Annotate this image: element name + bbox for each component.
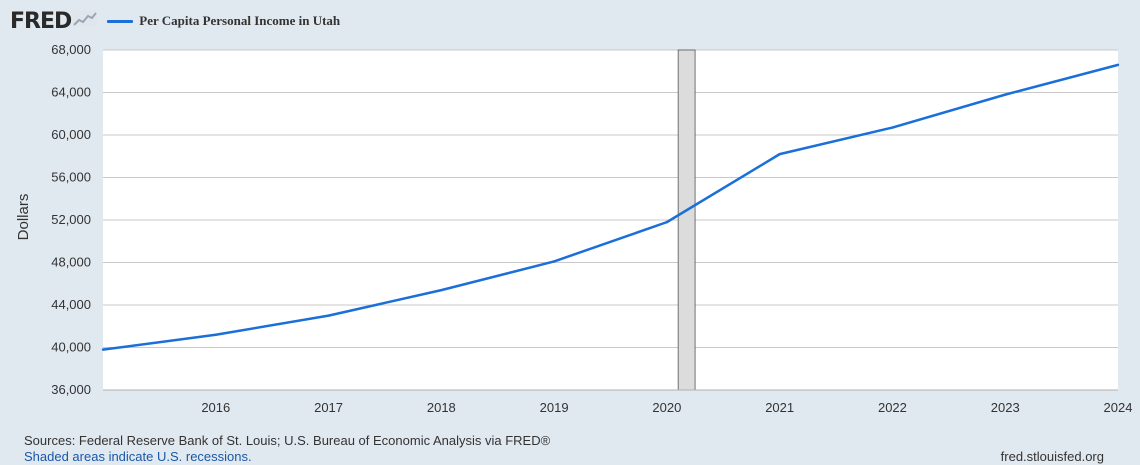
fred-logo[interactable]: FRED xyxy=(10,8,72,34)
x-tick-label: 2024 xyxy=(1104,400,1133,415)
sources-text: Sources: Federal Reserve Bank of St. Lou… xyxy=(24,433,551,448)
legend: Per Capita Personal Income in Utah xyxy=(107,13,340,29)
data-point xyxy=(778,152,781,156)
y-tick-label: 48,000 xyxy=(51,255,91,270)
y-axis-label: Dollars xyxy=(15,194,32,241)
y-tick-label: 52,000 xyxy=(51,212,91,227)
legend-swatch xyxy=(107,19,134,23)
data-point xyxy=(1004,93,1007,96)
x-tick-label: 2019 xyxy=(540,400,569,415)
recession-shading xyxy=(677,49,696,391)
x-tick-label: 2020 xyxy=(652,400,681,415)
x-tick-label: 2022 xyxy=(878,400,907,415)
x-tick-label: 2016 xyxy=(201,400,230,415)
y-tick-label: 56,000 xyxy=(51,170,91,185)
x-tick-label: 2018 xyxy=(427,400,456,415)
data-point xyxy=(101,348,105,351)
y-tick-label: 60,000 xyxy=(51,127,91,142)
data-point xyxy=(665,220,669,224)
y-tick-label: 40,000 xyxy=(51,340,91,355)
y-tick-label: 64,000 xyxy=(51,85,91,100)
x-tick-label: 2023 xyxy=(991,400,1020,415)
line-chart-icon xyxy=(73,10,98,32)
data-point xyxy=(214,333,217,336)
data-point xyxy=(440,288,443,292)
x-tick-label: 2021 xyxy=(765,400,794,415)
series-line xyxy=(102,63,1119,351)
data-point xyxy=(327,314,330,317)
line-chart: 36,000 40,000 44,000 48,000 52,000 56,000 60,0… xyxy=(15,42,1133,415)
data-point xyxy=(1116,63,1120,67)
recession-note-link[interactable]: Shaded areas indicate U.S. recessions. xyxy=(24,449,252,464)
site-link[interactable]: fred.stlouisfed.org xyxy=(1000,449,1104,464)
chart-header: FRED Per Capita Personal Income in Utah xyxy=(10,6,340,36)
y-tick-label: 44,000 xyxy=(51,297,91,312)
x-tick-label: 2017 xyxy=(314,400,343,415)
legend-label: Per Capita Personal Income in Utah xyxy=(139,13,341,28)
y-tick-label: 36,000 xyxy=(51,382,91,397)
data-point xyxy=(552,260,556,263)
data-point xyxy=(891,126,894,129)
y-tick-label: 68,000 xyxy=(51,42,91,57)
